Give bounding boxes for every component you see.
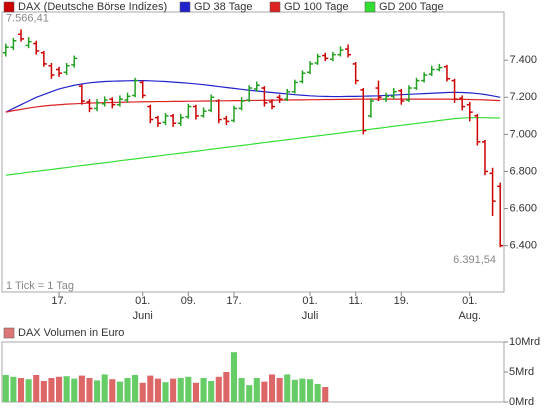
x-tick-label: 19.: [394, 295, 409, 307]
y-tick-label: 7.200: [509, 91, 537, 103]
price-annotation: 6.391,54: [453, 254, 496, 266]
x-tick-label: 17.: [51, 295, 66, 307]
legend-label: GD 200 Tage: [379, 1, 444, 13]
volume-bar: [170, 378, 177, 402]
y-tick-label: 10Mrd: [509, 336, 540, 348]
volume-bar: [25, 379, 32, 402]
volume-bar: [10, 376, 17, 402]
legend-label: GD 38 Tage: [194, 1, 253, 13]
volume-bar: [56, 376, 63, 402]
volume-bar: [261, 381, 268, 402]
y-tick-label: 6.800: [509, 165, 537, 177]
volume-bar: [33, 375, 40, 402]
volume-bar: [78, 375, 85, 402]
y-tick-label: 0Mrd: [509, 396, 534, 408]
volume-bar: [116, 381, 123, 402]
volume-bar: [185, 376, 192, 402]
volume-bar: [63, 376, 70, 402]
volume-bar: [276, 378, 283, 402]
volume-frame: [1, 341, 505, 403]
volume-bar: [71, 378, 78, 402]
volume-bar: [314, 384, 321, 402]
moving-average-line: [5, 98, 501, 113]
volume-bar: [17, 378, 25, 402]
volume-bar: [322, 387, 329, 402]
volume-bar: [94, 380, 101, 402]
y-tick-label: 7.400: [509, 54, 537, 66]
volume-bar: [238, 378, 245, 402]
volume-bar: [162, 382, 169, 402]
footnote: 1 Tick = 1 Tag: [6, 280, 74, 292]
volume-bar: [154, 378, 161, 402]
legend-swatch: [3, 327, 15, 339]
volume-bar: [132, 375, 139, 402]
volume-bar: [230, 352, 238, 402]
x-tick-label: 09.: [181, 295, 196, 307]
volume-bar: [40, 381, 47, 402]
volume-bar: [307, 379, 314, 402]
volume-bar: [208, 381, 215, 402]
volume-bar: [2, 375, 9, 402]
volume-bar: [192, 382, 199, 402]
legend-label: GD 100 Tage: [284, 1, 349, 13]
price-annotation: 7.566,41: [6, 12, 49, 24]
volume-title: DAX Volumen in Euro: [18, 327, 124, 339]
volume-bar: [101, 374, 108, 402]
legend-swatch: [3, 1, 15, 13]
month-label: Aug.: [458, 310, 481, 322]
volume-bar: [177, 378, 184, 402]
moving-average-line: [5, 117, 501, 176]
volume-bar: [86, 378, 93, 402]
volume-bar: [268, 374, 276, 402]
legend-swatch: [364, 1, 376, 13]
volume-bar: [200, 378, 207, 402]
y-tick-label: 7.000: [509, 128, 537, 140]
month-label: Juni: [133, 310, 153, 322]
x-tick-label: 01.: [135, 295, 150, 307]
volume-bar: [48, 378, 55, 402]
volume-bar: [284, 374, 291, 402]
volume-bar: [253, 378, 260, 402]
volume-bar: [246, 385, 253, 402]
plot-frame: [1, 11, 505, 293]
legend-swatch: [269, 1, 281, 13]
volume-bar: [215, 376, 222, 402]
volume-bar: [124, 378, 131, 402]
legend-swatch: [179, 1, 191, 13]
volume-bar: [223, 372, 230, 402]
volume-bar: [291, 379, 298, 402]
x-tick-label: 01.: [302, 295, 317, 307]
month-label: Juli: [302, 310, 319, 322]
x-tick-label: 01.: [462, 295, 477, 307]
volume-bar: [139, 382, 146, 402]
x-tick-label: 11.: [348, 295, 362, 307]
y-tick-label: 5Mrd: [509, 366, 534, 378]
volume-bar: [147, 375, 154, 402]
y-tick-label: 6.600: [509, 202, 537, 214]
y-tick-label: 6.400: [509, 240, 537, 252]
volume-bar: [109, 379, 116, 402]
moving-average-line: [5, 80, 501, 113]
x-tick-label: 17.: [226, 295, 241, 307]
volume-bar: [299, 378, 306, 402]
legend-label: DAX (Deutsche Börse Indizes): [18, 1, 167, 13]
